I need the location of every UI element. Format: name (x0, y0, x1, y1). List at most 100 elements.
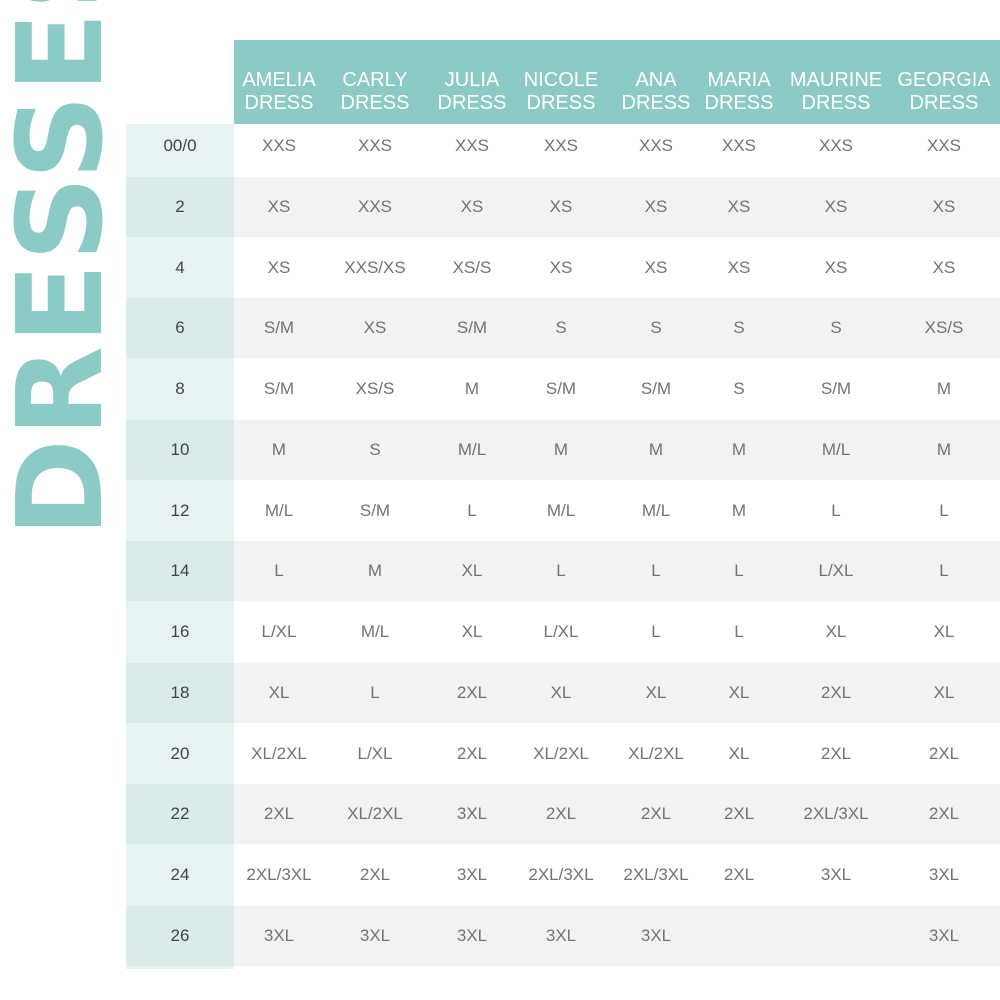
size-cell: L/XL (543, 622, 579, 641)
size-cell: XL (728, 682, 750, 702)
column-header-name: AMELIA (242, 69, 316, 91)
size-cell: XXS (261, 136, 297, 155)
size-cell: S (369, 439, 381, 459)
column-header-nicole: NICOLE DRESS (503, 69, 619, 121)
size-cell: 2XL/3XL (623, 865, 689, 884)
size-cell: 2XL (456, 743, 488, 763)
size-cell: L (831, 500, 841, 520)
size-cell: 2XL (456, 682, 488, 702)
column-header-type: DRESS (704, 92, 774, 114)
column-header-maria: MARIA DRESS (691, 69, 787, 121)
size-cell: M/L (264, 500, 294, 520)
size-cell: XL (933, 622, 955, 641)
size-cell: XS (824, 257, 848, 277)
column-header-ana: ANA DRESS (601, 69, 711, 121)
size-cell: 2XL (359, 865, 391, 884)
row-background (234, 905, 1000, 966)
size-cell: XS (644, 196, 668, 216)
table-row: 10 M S M/L M M M M/L M (126, 419, 1000, 480)
size-cell: XL (645, 682, 667, 702)
size-cell (781, 906, 891, 966)
size-label: 8 (175, 379, 185, 398)
size-cell: M/L (546, 500, 576, 520)
size-cell: S/M (263, 318, 295, 338)
size-cell: 2XL/3XL (528, 865, 594, 884)
size-cell: M (271, 439, 287, 459)
table-row: 4 XS XXS/XS XS/S XS XS XS XS XS (126, 238, 1000, 298)
size-cell: XL/2XL (347, 804, 403, 824)
size-cell: S (830, 318, 842, 338)
size-cell: 2XL (928, 804, 960, 824)
size-cell: XXS (357, 136, 393, 155)
size-cell: XL (825, 622, 847, 641)
size-background (126, 298, 234, 359)
size-cell: L (556, 561, 566, 581)
row-background (234, 784, 1000, 845)
size-cell: XXS/XS (344, 257, 406, 277)
size-label: 20 (170, 743, 190, 763)
size-cell: 3XL (263, 925, 295, 945)
column-header-carly: CARLY DRESS (317, 69, 433, 121)
size-cell: S/M (640, 379, 672, 398)
column-header-name: GEORGIA (897, 69, 991, 91)
size-background (126, 784, 234, 845)
size-cell: 2XL (640, 804, 672, 824)
size-cell: L (939, 561, 949, 581)
size-cell: 3XL (456, 804, 488, 824)
size-cell: 3XL (456, 865, 488, 884)
size-cell: M (936, 379, 952, 398)
size-cell: 2XL (723, 865, 755, 884)
size-cell: L (370, 682, 380, 702)
size-cell: XL (550, 682, 572, 702)
table-row: 24 2XL/3XL 2XL 3XL 2XL/3XL 2XL/3XL 2XL 3XL 3XL (126, 845, 1000, 905)
size-label: 26 (170, 925, 190, 945)
column-header-type: DRESS (340, 92, 410, 114)
column-header-type: DRESS (526, 92, 596, 114)
size-label: 4 (175, 257, 185, 277)
size-cell: XL/2XL (533, 743, 589, 763)
size-cell: L (467, 500, 477, 520)
size-cell: L (651, 622, 661, 641)
size-cell: XL (933, 682, 955, 702)
column-header-name: JULIA (444, 69, 500, 91)
size-cell: M/L (821, 439, 851, 459)
column-header-type: DRESS (621, 92, 691, 114)
size-cell: S (733, 318, 745, 338)
table-row: 12 M/L S/M L M/L M/L M L L (126, 481, 1000, 541)
column-header-type: DRESS (244, 92, 314, 114)
table-row: 00/0 XXS XXS XXS XXS XXS XXS XXS XXS (126, 116, 1000, 176)
size-cell: L (734, 561, 744, 581)
size-label: 2 (175, 196, 185, 216)
size-cell: M/L (641, 500, 671, 520)
size-label: 00/0 (163, 136, 197, 155)
size-background (126, 662, 234, 723)
size-cell: XS (727, 196, 751, 216)
size-cell (701, 906, 777, 966)
size-label: 18 (170, 682, 190, 702)
size-cell: XS (267, 196, 291, 216)
column-header-type: DRESS (437, 92, 507, 114)
size-cell: XS (727, 257, 751, 277)
size-cell: M (936, 439, 952, 459)
size-cell: XS (824, 196, 848, 216)
column-header-name: NICOLE (523, 69, 599, 91)
size-cell: XXS (721, 136, 757, 155)
size-label: 24 (170, 865, 190, 884)
size-cell: M/L (457, 439, 487, 459)
size-label: 16 (170, 622, 190, 641)
row-background (234, 419, 1000, 480)
size-cell: 3XL (820, 865, 852, 884)
size-cell: S/M (456, 318, 488, 338)
size-cell: XS (644, 257, 668, 277)
column-header-name: MAURINE (789, 69, 883, 91)
size-cell: L/XL (357, 743, 393, 763)
row-background (234, 298, 1000, 359)
size-cell: XXS (818, 136, 854, 155)
size-label: 12 (170, 500, 190, 520)
table-row: 2 XS XXS XS XS XS XS XS XS (126, 176, 1000, 237)
size-cell: 2XL (820, 682, 852, 702)
size-cell: XXS (357, 196, 393, 216)
size-cell: 3XL (545, 925, 577, 945)
row-background (234, 541, 1000, 602)
column-header-maurine: MAURINE DRESS (771, 69, 901, 121)
